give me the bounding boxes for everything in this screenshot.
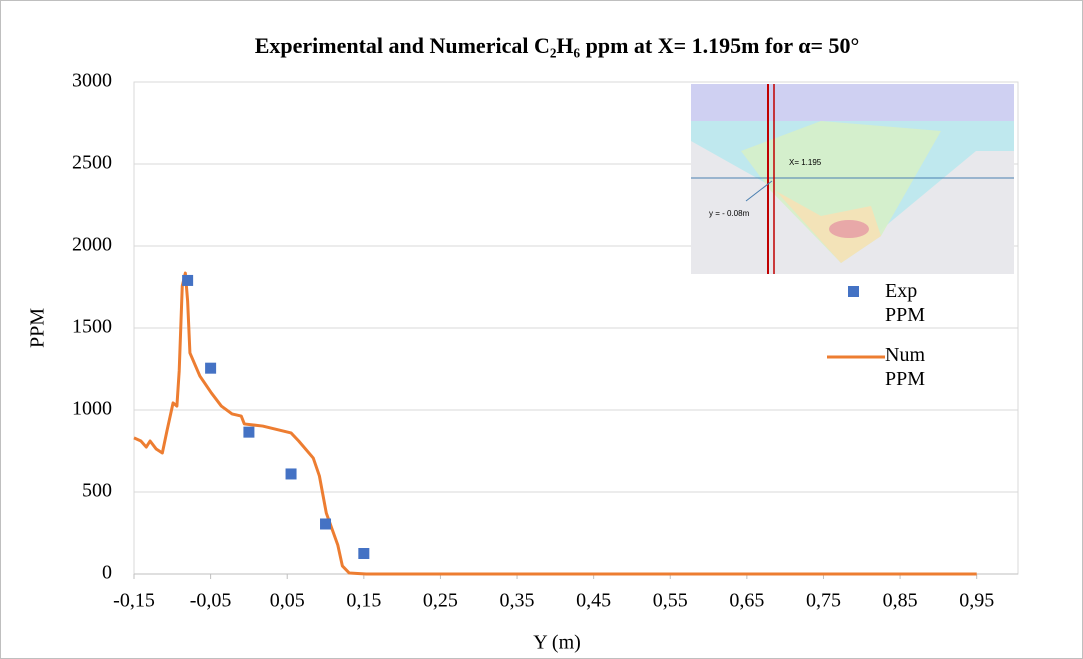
x-tick-label: -0,05	[190, 590, 232, 612]
legend-marker	[848, 286, 859, 297]
x-tick-label: 0,75	[806, 590, 841, 612]
legend-label: Num PPM	[885, 344, 926, 390]
inset-label: X= 1.195	[789, 158, 822, 167]
x-tick-label: 0,25	[423, 590, 458, 612]
data-point	[205, 362, 217, 374]
data-point	[182, 274, 194, 286]
x-tick-label: 0,65	[729, 590, 764, 612]
x-tick-label: 0,05	[270, 590, 305, 612]
data-point	[320, 518, 332, 530]
data-point	[243, 426, 255, 438]
data-point	[358, 548, 370, 559]
y-tick-label: 3000	[72, 70, 112, 92]
y-tick-label: 500	[82, 480, 112, 502]
x-tick-label: -0,15	[113, 590, 155, 612]
inset-image: X= 1.195 y = - 0.08m	[691, 84, 1014, 274]
x-tick-label: 0,35	[500, 590, 535, 612]
y-tick-label: 1000	[72, 398, 112, 420]
chart-title: Experimental and Numerical C₂H₆ ppm at X…	[255, 33, 860, 58]
data-point	[285, 468, 297, 480]
x-tick-label: 0,55	[653, 590, 688, 612]
x-axis-title: Y (m)	[533, 632, 581, 654]
x-tick-label: 0,85	[883, 590, 918, 612]
y-tick-label: 0	[102, 562, 112, 584]
data-line	[133, 271, 977, 576]
y-tick-label: 2500	[72, 152, 112, 174]
y-tick-label: 1500	[72, 316, 112, 338]
y-tick-label: 2000	[72, 234, 112, 256]
x-tick-label: 0,95	[959, 590, 994, 612]
inset-label: y = - 0.08m	[709, 209, 750, 218]
legend-label: Exp PPM	[885, 280, 926, 326]
x-tick-label: 0,45	[576, 590, 611, 612]
x-tick-label: 0,15	[346, 590, 381, 612]
y-axis-title: PPM	[27, 308, 49, 348]
